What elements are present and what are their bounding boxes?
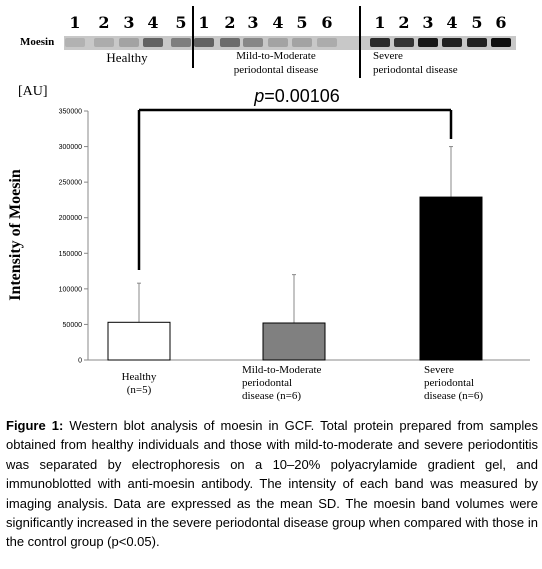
y-axis-label: Intensity of Moesin <box>7 169 24 301</box>
blot-band <box>467 38 487 47</box>
blot-band <box>220 38 240 47</box>
blot-band <box>394 38 414 47</box>
blot-band <box>94 38 114 47</box>
y-tick-label: 350000 <box>59 109 82 116</box>
x-tick-label: (n=5) <box>127 384 152 396</box>
group-name: periodontal disease <box>234 64 319 76</box>
lane-number: 2 <box>224 13 235 32</box>
y-tick-label: 300000 <box>59 144 82 151</box>
caption-text: Western blot analysis of moesin in GCF. … <box>6 418 538 550</box>
blot-band <box>268 38 288 47</box>
blot-row-label: Moesin <box>20 36 54 48</box>
blot-band <box>491 38 511 47</box>
lane-number: 6 <box>495 13 506 32</box>
group-name: Healthy <box>106 50 148 65</box>
x-tick-label: Mild-to-Moderate <box>242 364 322 376</box>
x-tick-label: periodontal <box>242 377 292 389</box>
lane-number: 3 <box>422 13 433 32</box>
blot-band <box>418 38 438 47</box>
group-name: periodontal disease <box>373 64 458 76</box>
blot-band <box>292 38 312 47</box>
lane-number: 1 <box>69 13 80 32</box>
blot-band <box>171 38 191 47</box>
group-name: Severe <box>373 50 403 62</box>
x-tick-label: disease (n=6) <box>424 390 483 402</box>
y-tick-label: 100000 <box>59 286 82 293</box>
x-tick-label: disease (n=6) <box>242 390 301 402</box>
blot-band <box>143 38 163 47</box>
caption-label: Figure 1: <box>6 418 64 433</box>
lane-number: 5 <box>296 13 307 32</box>
lane-number: 6 <box>321 13 332 32</box>
blot-bands <box>65 38 511 47</box>
lane-number: 5 <box>175 13 186 32</box>
unit-label: [AU] <box>18 84 48 99</box>
lane-number: 4 <box>446 13 457 32</box>
x-tick-label: periodontal <box>424 377 474 389</box>
lane-number: 3 <box>247 13 258 32</box>
lane-number: 4 <box>147 13 158 32</box>
lane-number: 4 <box>272 13 283 32</box>
blot-band <box>65 38 85 47</box>
x-tick-label: Severe <box>424 364 454 376</box>
lane-number: 2 <box>98 13 109 32</box>
lane-number: 1 <box>374 13 385 32</box>
y-tick-label: 200000 <box>59 215 82 222</box>
y-tick-label: 50000 <box>63 322 83 329</box>
lane-number: 5 <box>471 13 482 32</box>
bar <box>419 196 483 361</box>
p-value: =0.00106 <box>264 86 340 106</box>
group-name: Mild-to-Moderate <box>236 50 316 62</box>
p-symbol: p <box>253 86 264 106</box>
y-tick-label: 150000 <box>59 251 82 258</box>
x-tick-label: Healthy <box>122 371 157 383</box>
lane-number: 3 <box>123 13 134 32</box>
x-tick-labels: Healthy(n=5)Mild-to-Moderateperiodontald… <box>122 364 484 402</box>
bar <box>107 321 171 361</box>
blot-band <box>442 38 462 47</box>
bar <box>262 322 326 361</box>
lane-number: 2 <box>398 13 409 32</box>
p-value-label: p=0.00106 <box>253 86 340 106</box>
lane-number: 1 <box>198 13 209 32</box>
blot-band <box>317 38 337 47</box>
group-names: Healthy Mild-to-Moderate periodontal disea… <box>106 50 457 76</box>
significance-bracket: p=0.00106 <box>137 86 453 270</box>
blot-band <box>243 38 263 47</box>
bar-chart: [AU] Intensity of Moesin 0 50000 100000 150… <box>7 84 530 402</box>
bars <box>107 146 483 361</box>
figure-caption: Figure 1: Western blot analysis of moesi… <box>6 416 538 552</box>
blot-band <box>370 38 390 47</box>
blot-band <box>194 38 214 47</box>
y-tick-label: 0 <box>78 358 82 365</box>
y-tick-label: 250000 <box>59 180 82 187</box>
blot-band <box>119 38 139 47</box>
